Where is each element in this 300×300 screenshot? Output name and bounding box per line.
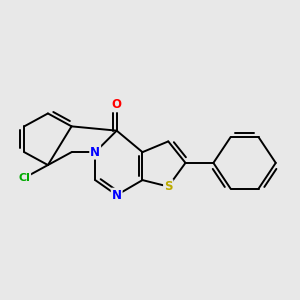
- Text: N: N: [90, 146, 100, 159]
- Text: O: O: [112, 98, 122, 111]
- Text: Cl: Cl: [18, 173, 30, 183]
- Text: N: N: [112, 189, 122, 202]
- Text: S: S: [164, 180, 172, 193]
